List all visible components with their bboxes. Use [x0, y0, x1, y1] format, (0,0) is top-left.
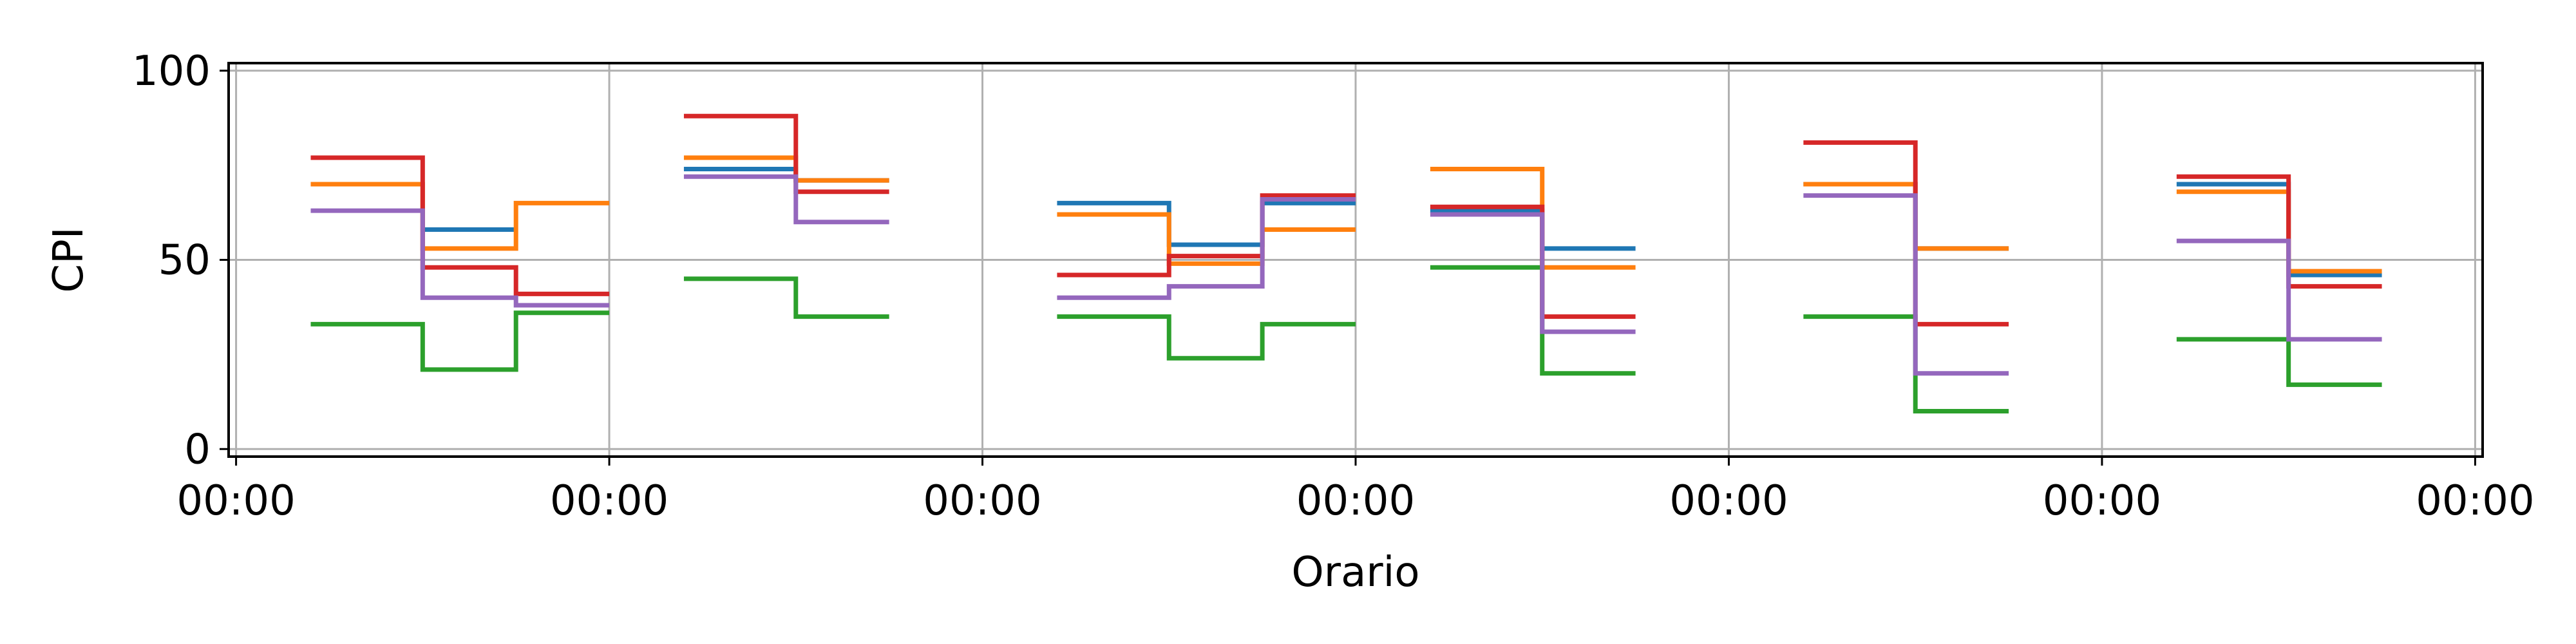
series-2-step-line — [683, 276, 889, 319]
series-2-step-line — [1057, 314, 1356, 361]
series-lines — [310, 113, 2382, 413]
series-4-step-line — [310, 208, 610, 308]
grid-lines — [229, 63, 2483, 457]
series-2-step-line — [1803, 314, 2009, 413]
x-tick-label: 00:00 — [1669, 477, 1788, 525]
series-1-step-line — [1430, 167, 1636, 270]
series-2-step-line — [1430, 265, 1636, 376]
series-4-step-line — [683, 174, 889, 225]
x-tick-label: 00:00 — [2416, 477, 2534, 525]
x-tick-label: 00:00 — [1296, 477, 1415, 525]
y-axis-label: CPI — [45, 227, 93, 292]
series-0-step-line — [2176, 182, 2382, 278]
series-4-step-line — [1803, 193, 2009, 376]
series-4-step-line — [2176, 238, 2382, 342]
series-2-step-line — [310, 310, 610, 372]
x-axis-label: Orario — [1291, 549, 1419, 596]
series-1-step-line — [1057, 212, 1356, 266]
axis-ticks: 00:00 00:00 00:00 00:00 00:00 00:00 00:0005010… — [132, 48, 2535, 525]
series-3-step-line — [1803, 140, 2009, 327]
series-2-step-line — [2176, 337, 2382, 387]
series-3-step-line — [2176, 174, 2382, 289]
series-3-step-line — [1057, 193, 1356, 278]
series-0-step-line — [1057, 200, 1356, 247]
series-3-step-line — [683, 113, 889, 194]
x-tick-label: 00:00 — [176, 477, 295, 525]
series-4-step-line — [1430, 212, 1636, 334]
y-tick-label: 100 — [132, 48, 211, 95]
x-tick-label: 00:00 — [923, 477, 1041, 525]
series-4-step-line — [1057, 197, 1356, 300]
x-tick-label: 00:00 — [550, 477, 668, 525]
y-tick-label: 50 — [158, 237, 211, 285]
x-tick-label: 00:00 — [2043, 477, 2161, 525]
series-1-step-line — [310, 182, 610, 251]
series-3-step-line — [310, 155, 610, 296]
y-tick-label: 0 — [184, 426, 211, 473]
series-3-step-line — [1430, 204, 1636, 319]
